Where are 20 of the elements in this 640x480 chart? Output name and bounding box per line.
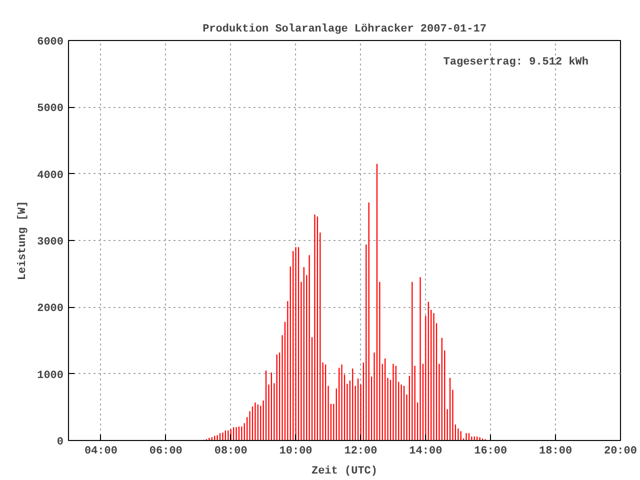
- x-axis-title: Zeit (UTC): [311, 466, 378, 478]
- annotation: Tagesertrag: 9.512 kWh: [443, 56, 589, 68]
- y-axis-title: Leistung [W]: [17, 200, 30, 280]
- x-tick-label: 14:00: [409, 446, 442, 458]
- x-tick-label: 16:00: [474, 446, 508, 458]
- y-tick-label: 6000: [37, 36, 64, 48]
- y-tick-label: 2000: [37, 303, 64, 316]
- x-tick-label: 06:00: [149, 446, 182, 458]
- x-tick-label: 04:00: [84, 446, 118, 458]
- chart-title: Produktion Solaranlage Löhracker 2007-01-17: [202, 24, 486, 36]
- x-tick-label: 12:00: [344, 446, 378, 458]
- x-tick-label: 20:00: [604, 446, 638, 458]
- x-tick-label: 18:00: [539, 446, 572, 458]
- y-tick-label: 5000: [37, 103, 64, 116]
- y-tick-label: 4000: [37, 170, 64, 182]
- x-tick-label: 08:00: [214, 446, 248, 458]
- y-tick-label: 0: [56, 436, 64, 448]
- x-tick-label: 10:00: [279, 446, 312, 458]
- y-tick-label: 3000: [37, 236, 64, 248]
- y-tick-label: 1000: [37, 370, 64, 382]
